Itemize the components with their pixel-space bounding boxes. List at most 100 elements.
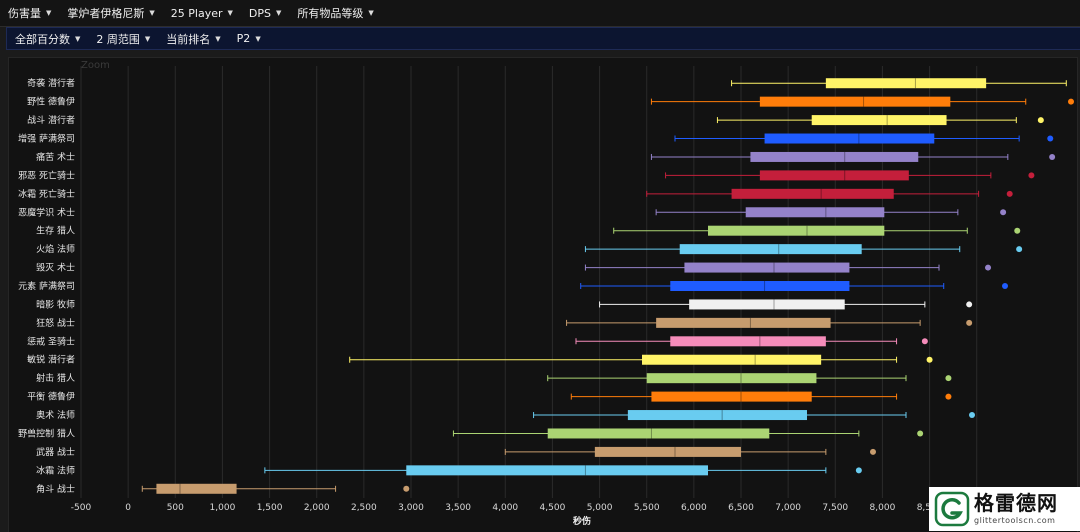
category-label: 火焰 法师	[36, 243, 75, 255]
chevron-down-icon: ▼	[276, 9, 282, 17]
outlier-point[interactable]	[945, 375, 952, 382]
filter-toolbar: 伤害量 ▼ 掌炉者伊格尼斯 ▼ 25 Player ▼ DPS ▼ 所有物品等级 ▼	[0, 0, 1080, 27]
box-iqr[interactable]	[811, 115, 947, 126]
outlier-point[interactable]	[1028, 172, 1035, 179]
box-iqr[interactable]	[656, 317, 831, 328]
role-dropdown[interactable]: DPS ▼	[241, 0, 289, 26]
category-label: 冰霜 死亡骑士	[18, 188, 75, 200]
x-tick-label: 3,000	[398, 503, 424, 513]
box-iqr[interactable]	[708, 225, 885, 236]
ranking-dropdown[interactable]: 当前排名 ▼	[158, 28, 228, 49]
phase-dropdown[interactable]: P2 ▼	[229, 28, 269, 49]
outlier-point[interactable]	[1006, 190, 1013, 197]
chevron-down-icon: ▼	[215, 34, 221, 43]
x-tick-label: 5,500	[634, 503, 660, 513]
percentile-dropdown[interactable]: 全部百分数 ▼	[7, 28, 88, 49]
x-tick-label: 4,000	[492, 503, 518, 513]
box-iqr[interactable]	[156, 483, 237, 494]
outlier-point[interactable]	[1068, 98, 1074, 105]
chart-panel: Zoom 奇袭 潜行者 野性 德鲁伊 战斗 潜行者 增强 萨满祭司 痛苦 术士 邪恶 死亡…	[8, 57, 1078, 532]
sub-filter-toolbar: 全部百分数 ▼ 2 周范围 ▼ 当前排名 ▼ P2 ▼	[6, 27, 1080, 50]
box-iqr[interactable]	[825, 78, 987, 89]
category-label: 武器 战士	[36, 446, 75, 458]
outlier-point[interactable]	[969, 412, 975, 419]
outlier-point[interactable]	[855, 467, 862, 474]
box-iqr[interactable]	[750, 151, 919, 162]
box-iqr[interactable]	[651, 391, 812, 402]
item-level-dropdown[interactable]: 所有物品等级 ▼	[289, 0, 381, 26]
watermark-url: glittertoolscn.com	[974, 516, 1056, 525]
box-iqr[interactable]	[627, 410, 807, 421]
chevron-down-icon: ▼	[227, 9, 233, 17]
outlier-point[interactable]	[917, 430, 924, 437]
box-iqr[interactable]	[646, 373, 817, 384]
outlier-point[interactable]	[945, 393, 952, 400]
category-label: 冰霜 法师	[36, 464, 75, 476]
outlier-point[interactable]	[985, 264, 992, 271]
raid-size-dropdown-label: 25 Player	[170, 6, 223, 20]
watermark: 格雷德网 glittertoolscn.com	[929, 487, 1080, 531]
box-iqr[interactable]	[764, 133, 935, 144]
category-label: 惩戒 圣骑士	[27, 335, 75, 347]
role-dropdown-label: DPS	[248, 6, 271, 20]
g-logo-icon	[934, 491, 970, 527]
raid-size-dropdown[interactable]: 25 Player ▼	[163, 0, 241, 26]
percentile-dropdown-label: 全部百分数	[15, 32, 70, 46]
category-label: 射击 猎人	[36, 372, 75, 384]
x-tick-label: 0	[125, 503, 131, 513]
outlier-point[interactable]	[926, 356, 933, 363]
box-iqr[interactable]	[731, 188, 894, 199]
category-label: 恶魔学识 术士	[18, 206, 75, 218]
x-tick-label: 1,500	[257, 503, 283, 513]
x-tick-label: 2,000	[304, 503, 330, 513]
metric-dropdown-label: 伤害量	[8, 7, 41, 20]
chevron-down-icon: ▼	[46, 9, 52, 17]
outlier-point[interactable]	[966, 319, 973, 326]
outlier-point[interactable]	[1000, 209, 1007, 216]
zoom-label[interactable]: Zoom	[81, 60, 110, 71]
outlier-point[interactable]	[1014, 227, 1021, 234]
box-iqr[interactable]	[679, 244, 862, 255]
outlier-point[interactable]	[403, 485, 410, 492]
outlier-point[interactable]	[870, 448, 876, 455]
box-iqr[interactable]	[642, 354, 822, 365]
box-iqr[interactable]	[670, 281, 850, 291]
chevron-down-icon: ▼	[368, 9, 374, 17]
category-label: 狂怒 战士	[36, 317, 75, 329]
box-iqr[interactable]	[670, 336, 826, 347]
box-iqr[interactable]	[547, 428, 770, 439]
outlier-point[interactable]	[966, 301, 973, 308]
box-iqr[interactable]	[594, 446, 741, 457]
x-tick-label: 4,500	[540, 503, 566, 513]
category-label: 奥术 法师	[36, 409, 75, 421]
category-label: 增强 萨满祭司	[18, 133, 75, 145]
item-level-dropdown-label: 所有物品等级	[297, 7, 364, 20]
outlier-point[interactable]	[1049, 153, 1056, 160]
outlier-point[interactable]	[921, 338, 928, 345]
chevron-down-icon: ▼	[144, 34, 151, 43]
ranking-dropdown-label: 当前排名	[166, 32, 211, 46]
chevron-down-icon: ▼	[75, 34, 81, 43]
box-iqr[interactable]	[684, 262, 850, 273]
box-iqr[interactable]	[406, 465, 708, 476]
category-label: 生存 猎人	[36, 225, 75, 237]
category-label: 野兽控制 猎人	[18, 427, 75, 439]
category-label: 奇袭 潜行者	[27, 77, 75, 89]
x-tick-label: 1,000	[210, 503, 236, 513]
outlier-point[interactable]	[1016, 246, 1023, 253]
metric-dropdown[interactable]: 伤害量 ▼	[0, 0, 59, 26]
x-tick-label: -500	[71, 503, 92, 513]
box-iqr[interactable]	[759, 96, 951, 107]
outlier-point[interactable]	[1002, 283, 1008, 289]
outlier-point[interactable]	[1037, 117, 1044, 124]
category-label: 角斗 战士	[36, 483, 75, 495]
watermark-title: 格雷德网	[974, 491, 1058, 515]
category-label: 暗影 牧师	[36, 298, 75, 310]
box-iqr[interactable]	[689, 299, 845, 310]
outlier-point[interactable]	[1047, 135, 1054, 142]
time-range-dropdown[interactable]: 2 周范围 ▼	[88, 28, 158, 49]
boss-dropdown[interactable]: 掌炉者伊格尼斯 ▼	[59, 0, 162, 26]
box-iqr[interactable]	[759, 170, 909, 181]
box-iqr[interactable]	[745, 207, 885, 218]
